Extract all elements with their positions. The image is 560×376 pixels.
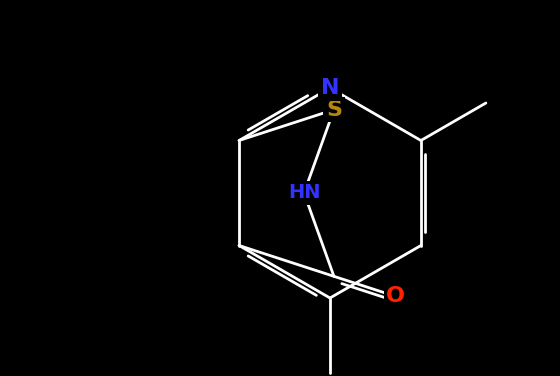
Text: O: O [386,287,405,306]
Text: HN: HN [288,183,320,203]
Text: S: S [326,100,342,120]
Text: N: N [321,78,339,98]
